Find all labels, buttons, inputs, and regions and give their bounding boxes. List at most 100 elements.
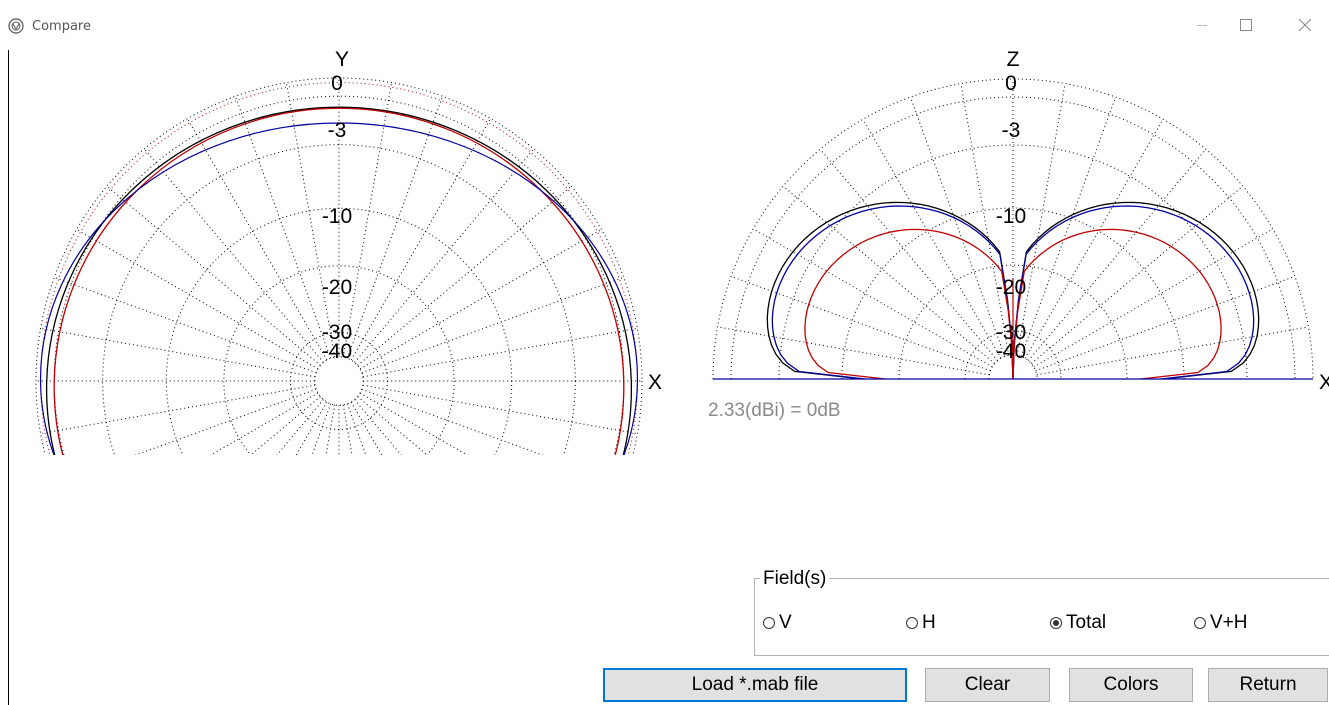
right-ring-label: -10 bbox=[996, 205, 1026, 228]
clear-button[interactable]: Clear bbox=[925, 668, 1050, 702]
right-grid-arc bbox=[778, 144, 1248, 380]
right-trace-blue-left-lobe bbox=[771, 205, 1014, 380]
radio-v-plus-h-label: V+H bbox=[1210, 612, 1248, 633]
left-grid-ring bbox=[35, 77, 643, 455]
left-grid-spoke bbox=[357, 396, 428, 455]
radio-total-label: Total bbox=[1066, 612, 1107, 633]
radio-total-indicator[interactable] bbox=[1050, 617, 1062, 629]
right-grid-spoke bbox=[1033, 228, 1274, 368]
right-grid-spoke bbox=[1036, 326, 1309, 376]
maximize-button[interactable] bbox=[1226, 10, 1266, 40]
left-grid-spoke bbox=[106, 185, 321, 366]
left-grid-spoke bbox=[359, 229, 602, 370]
right-ring-label: 0 bbox=[1005, 72, 1017, 95]
right-ring-label: -40 bbox=[996, 340, 1026, 363]
left-grid-spoke bbox=[250, 396, 321, 455]
left-grid-spoke bbox=[350, 401, 383, 455]
right-trace-red-right-lobe bbox=[1012, 228, 1222, 380]
title-bar: Compare bbox=[0, 0, 1329, 50]
left-grid-spoke bbox=[276, 399, 324, 455]
radio-h-label: H bbox=[922, 612, 936, 633]
left-axis-y-label: Y bbox=[335, 50, 349, 71]
right-axis-z-label: Z bbox=[1007, 50, 1020, 71]
radio-v-indicator[interactable] bbox=[763, 617, 775, 629]
right-grid-spoke bbox=[1031, 185, 1244, 364]
return-button[interactable]: Return bbox=[1208, 668, 1328, 702]
left-grid-spoke bbox=[54, 276, 317, 374]
right-ring-label: -3 bbox=[1002, 119, 1021, 142]
left-grid-spoke bbox=[285, 82, 336, 358]
left-trace-blue bbox=[40, 122, 638, 455]
left-ring-label: -3 bbox=[328, 119, 347, 142]
left-trace-red bbox=[53, 107, 625, 455]
client-area: Y X 0 -3 -10 -20 -30 -40 Z X 0 -3 -10 -20 -30 -40 bbox=[8, 50, 1329, 705]
left-grid-spoke bbox=[354, 148, 535, 363]
left-grid-spoke bbox=[346, 403, 367, 455]
left-ring-label: -30 bbox=[322, 321, 352, 344]
right-grid-spoke bbox=[1028, 148, 1207, 361]
right-trace-red-left-lobe bbox=[804, 228, 1014, 380]
left-grid-spoke bbox=[40, 327, 316, 378]
left-grid-spoke bbox=[354, 399, 402, 455]
left-grid-spoke bbox=[143, 148, 324, 363]
left-grid-spoke bbox=[295, 401, 328, 455]
right-grid-spoke bbox=[819, 148, 998, 361]
fields-group bbox=[754, 578, 1329, 656]
left-grid-spoke bbox=[187, 118, 328, 361]
radio-v-label: V bbox=[779, 612, 792, 633]
left-grid-spoke bbox=[76, 229, 319, 370]
left-grid-spoke bbox=[361, 388, 544, 455]
radio-v-plus-h[interactable]: V+H bbox=[1194, 612, 1248, 634]
minimize-icon bbox=[1197, 24, 1207, 26]
radio-h[interactable]: H bbox=[906, 612, 936, 634]
right-ring-label: -20 bbox=[996, 276, 1026, 299]
load-mab-file-button[interactable]: Load *.mab file bbox=[603, 668, 907, 702]
left-ring-label: -10 bbox=[322, 205, 352, 228]
left-trace-black bbox=[46, 106, 632, 455]
left-grid-spoke bbox=[362, 384, 638, 435]
left-grid-spoke bbox=[234, 96, 332, 359]
left-grid-ring bbox=[223, 265, 455, 455]
minimize-button[interactable] bbox=[1182, 10, 1222, 40]
right-trace-black-right-lobe bbox=[1012, 201, 1260, 380]
right-trace-blue-right-lobe bbox=[1012, 205, 1255, 380]
left-grid-spoke bbox=[346, 96, 444, 359]
radio-h-indicator[interactable] bbox=[906, 617, 918, 629]
right-trace-black-left-lobe bbox=[766, 201, 1014, 380]
right-grid-spoke bbox=[862, 118, 1002, 359]
left-grid-spoke bbox=[311, 403, 332, 455]
left-grid-spoke bbox=[359, 392, 469, 455]
left-ring-label: -20 bbox=[322, 276, 352, 299]
app-icon bbox=[8, 18, 24, 34]
radio-total[interactable]: Total bbox=[1050, 612, 1106, 634]
right-axis-x-label: X bbox=[1319, 371, 1329, 394]
left-grid-spoke bbox=[361, 276, 624, 374]
window-title: Compare bbox=[32, 19, 91, 34]
left-axis-x-label: X bbox=[648, 371, 662, 394]
left-grid-spoke bbox=[134, 388, 317, 455]
left-grid-spoke bbox=[342, 82, 393, 358]
left-grid-spoke bbox=[350, 118, 491, 361]
colors-button[interactable]: Colors bbox=[1069, 668, 1193, 702]
right-grid-spoke bbox=[717, 326, 990, 376]
left-ring-label: 0 bbox=[331, 72, 343, 95]
left-grid-spoke bbox=[40, 384, 316, 435]
fields-legend: Field(s) bbox=[760, 568, 830, 590]
left-grid-spoke bbox=[357, 185, 572, 366]
right-ring-label: -30 bbox=[996, 321, 1026, 344]
gain-reference-label: 2.33(dBi) = 0dB bbox=[708, 400, 841, 421]
maximize-icon bbox=[1240, 19, 1252, 31]
left-ring-label: -40 bbox=[322, 340, 352, 363]
right-grid-arc bbox=[841, 207, 1185, 380]
right-grid-spoke bbox=[752, 228, 993, 368]
close-icon bbox=[1299, 19, 1311, 31]
radio-v-plus-h-indicator[interactable] bbox=[1194, 617, 1206, 629]
right-grid-spoke bbox=[1024, 118, 1164, 359]
right-grid-spoke bbox=[782, 185, 995, 364]
left-grid-ring bbox=[314, 356, 364, 406]
left-grid-spoke bbox=[362, 327, 638, 378]
left-grid-spoke bbox=[209, 392, 319, 455]
close-button[interactable] bbox=[1285, 10, 1325, 40]
radio-v[interactable]: V bbox=[763, 612, 792, 634]
